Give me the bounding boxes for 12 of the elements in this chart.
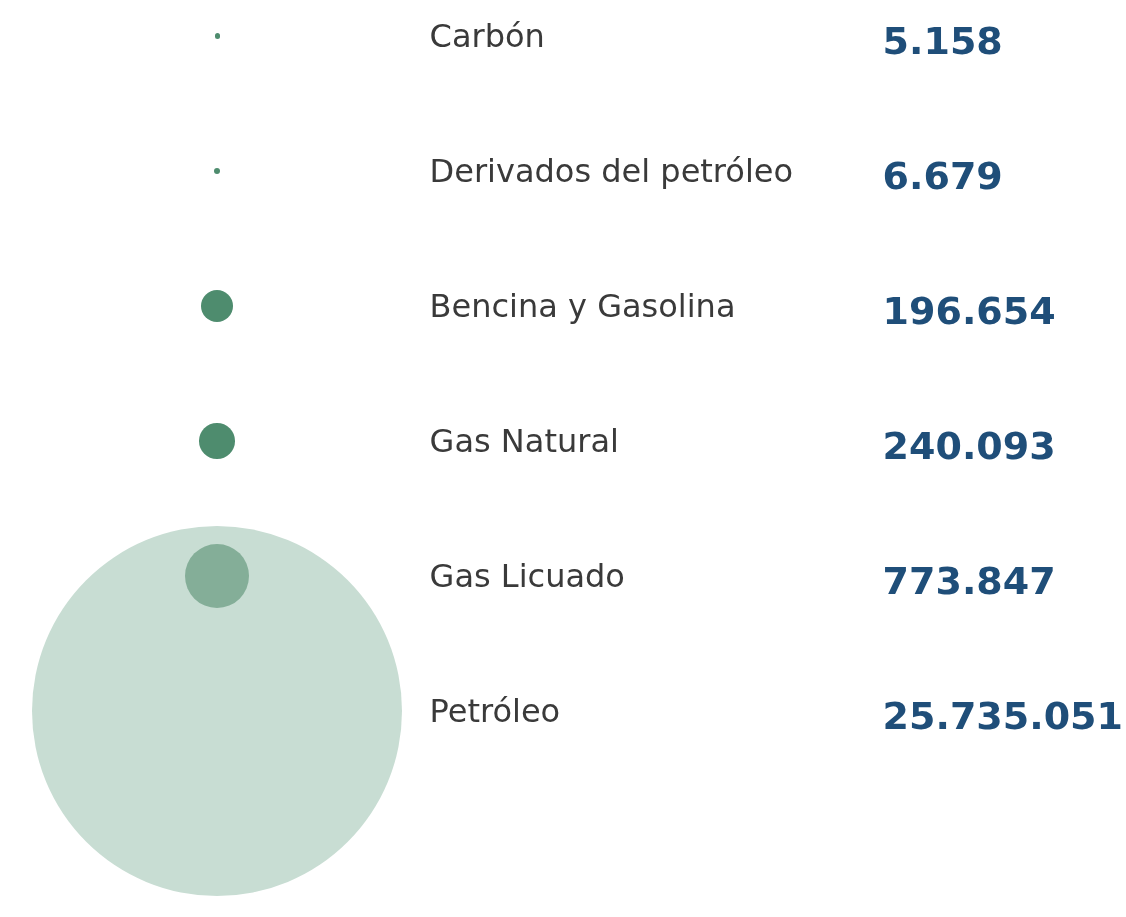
- category-label: Petróleo: [429, 692, 561, 730]
- category-label: Gas Natural: [429, 422, 619, 460]
- data-label: 773.847: [882, 559, 1056, 603]
- category-label: Bencina y Gasolina: [429, 287, 736, 325]
- data-label: 5.158: [882, 19, 1003, 63]
- data-label: 196.654: [882, 289, 1056, 333]
- category-label: Carbón: [429, 17, 545, 55]
- data-label: 6.679: [882, 154, 1003, 198]
- data-label: 25.735.051: [882, 694, 1124, 738]
- category-label: Derivados del petróleo: [429, 152, 794, 190]
- data-label: 240.093: [882, 424, 1056, 468]
- category-label: Gas Licuado: [429, 557, 625, 595]
